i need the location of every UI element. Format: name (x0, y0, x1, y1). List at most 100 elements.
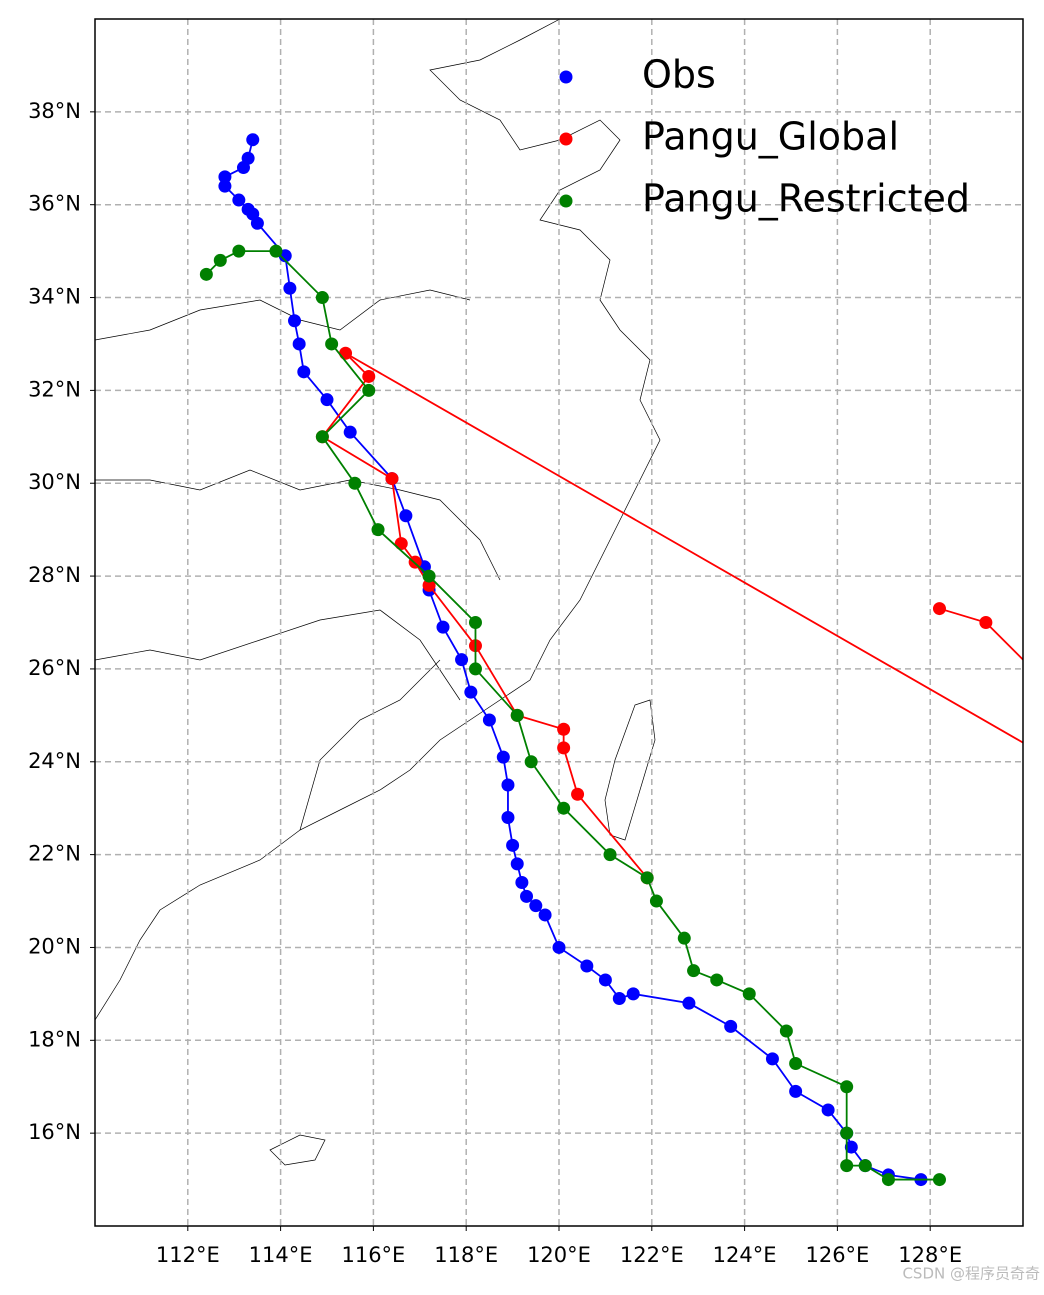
track-line (321, 352, 1023, 879)
legend-marker (559, 132, 573, 146)
track-point (789, 1057, 803, 1071)
tracks (199, 133, 1023, 1187)
track-point (288, 314, 302, 328)
track-point (232, 193, 246, 207)
watermark: CSDN @程序员奇奇 (902, 1265, 1040, 1283)
track-point (710, 973, 724, 987)
y-tick-label: 38°N (28, 99, 81, 123)
track-point (932, 602, 946, 616)
x-tick-label: 122°E (620, 1243, 684, 1267)
track-point (612, 992, 626, 1006)
y-tick-label: 30°N (28, 470, 81, 494)
track-point (515, 875, 529, 889)
y-tick-label: 32°N (28, 377, 81, 401)
x-tick-label: 120°E (527, 1243, 591, 1267)
track-point (844, 1140, 858, 1154)
x-tick-label: 128°E (898, 1243, 962, 1267)
track-point (468, 662, 482, 676)
track-point (538, 908, 552, 922)
track-point (510, 857, 524, 871)
track-point (682, 996, 696, 1010)
x-tick-label: 116°E (341, 1243, 405, 1267)
track-point (649, 894, 663, 908)
track-point (422, 569, 436, 583)
track-point (524, 755, 538, 769)
track-point (626, 987, 640, 1001)
track-point (218, 170, 232, 184)
track-point (858, 1159, 872, 1173)
track-point (455, 653, 469, 667)
ticks: 112°E 114°E 116°E 118°E 120°E 122°E 124°E 126°E… (28, 99, 962, 1267)
track-point (557, 722, 571, 736)
track-point (325, 337, 339, 351)
track-point (320, 393, 334, 407)
track-point (241, 202, 255, 216)
track-point (292, 337, 306, 351)
track-point (422, 578, 436, 592)
track-point (580, 959, 594, 973)
y-tick-label: 22°N (28, 842, 81, 866)
y-tick-label: 24°N (28, 749, 81, 773)
track-point (821, 1103, 835, 1117)
grid (95, 19, 1023, 1226)
y-tick-label: 18°N (28, 1027, 81, 1051)
track-point (371, 523, 385, 537)
track-point (385, 472, 399, 486)
track-point (399, 509, 413, 523)
legend-label: Pangu_Restricted (642, 177, 970, 221)
x-tick-label: 118°E (434, 1243, 498, 1267)
track-point (571, 787, 585, 801)
track-point (529, 899, 543, 913)
track-point (840, 1126, 854, 1140)
x-tick-label: 114°E (249, 1243, 313, 1267)
x-tick-label: 126°E (805, 1243, 869, 1267)
track-point (979, 616, 993, 629)
track-point (348, 476, 362, 490)
y-tick-label: 36°N (28, 192, 81, 216)
track-point (742, 987, 756, 1001)
track-point (232, 244, 246, 258)
track-point (343, 425, 357, 439)
track-point (315, 291, 329, 305)
track-point (881, 1173, 895, 1187)
legend-marker (559, 70, 573, 84)
legend-marker (559, 194, 573, 208)
track-point (687, 964, 701, 978)
x-tick-label: 124°E (713, 1243, 777, 1267)
track-point (246, 133, 260, 147)
track-point (501, 778, 515, 792)
track-point (269, 244, 283, 258)
track-point (297, 365, 311, 379)
track-point (779, 1024, 793, 1038)
legend-label: Pangu_Global (642, 115, 899, 159)
coastline (95, 19, 661, 1021)
y-tick-label: 28°N (28, 563, 81, 587)
track-point (436, 620, 450, 634)
track-point (557, 801, 571, 815)
track-point (506, 838, 520, 852)
track-point (557, 741, 571, 755)
track-point (677, 931, 691, 945)
track-point (362, 369, 376, 383)
track-point (339, 346, 353, 360)
track-point (213, 253, 227, 267)
track-point (765, 1052, 779, 1066)
y-tick-label: 26°N (28, 656, 81, 680)
track-point (241, 151, 255, 165)
track-point (724, 1019, 738, 1033)
track-point (496, 750, 510, 764)
track-point (840, 1159, 854, 1173)
track-point (482, 713, 496, 727)
track-point (315, 430, 329, 444)
track-point (362, 383, 376, 397)
track-point (501, 810, 515, 824)
track-point (510, 708, 524, 722)
track-point (468, 616, 482, 629)
track-point (789, 1084, 803, 1098)
x-tick-label: 112°E (156, 1243, 220, 1267)
track-point (283, 281, 297, 295)
track-point (640, 871, 654, 885)
track-point (552, 940, 566, 954)
